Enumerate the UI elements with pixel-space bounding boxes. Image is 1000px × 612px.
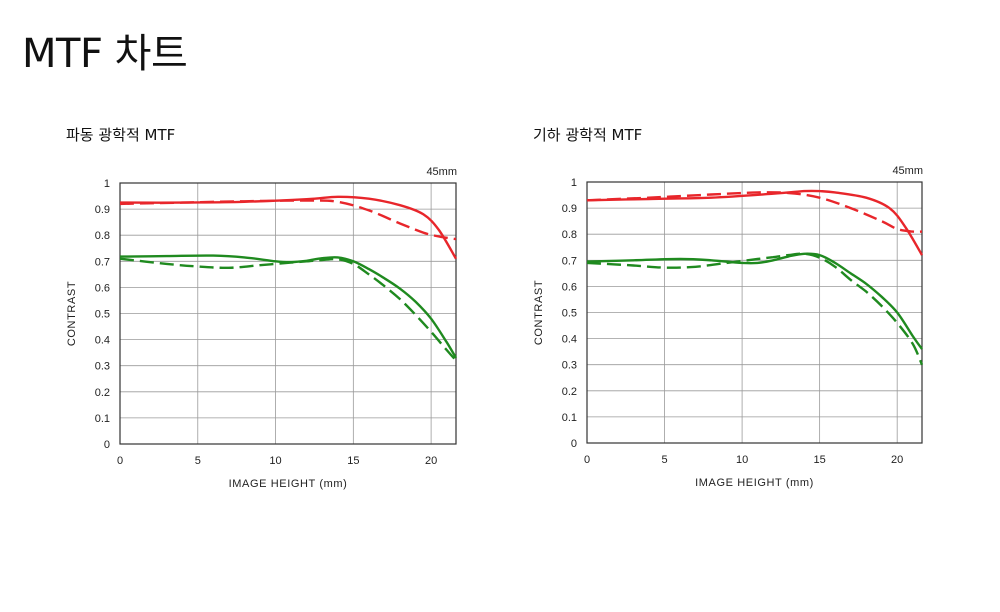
x-tick-label: 10 — [736, 454, 748, 466]
y-tick-label: 0.1 — [562, 412, 577, 424]
y-tick-label: 0.5 — [562, 308, 577, 320]
plot-frame — [586, 181, 923, 444]
series-line-red-dashed — [119, 199, 457, 241]
y-tick-label: 0 — [104, 439, 110, 451]
series-line-green-solid — [586, 252, 923, 350]
y-tick-label: 0.3 — [562, 360, 577, 372]
plot-frame — [119, 182, 457, 445]
page-title: MTF 차트 — [22, 31, 188, 77]
x-tick-label: 20 — [891, 454, 903, 466]
y-tick-label: 0.4 — [95, 335, 110, 347]
y-tick-label: 0.1 — [95, 413, 110, 425]
x-tick-label: 20 — [425, 455, 437, 467]
x-tick-label: 0 — [117, 455, 123, 467]
x-axis-label: IMAGE HEIGHT (mm) — [229, 478, 348, 490]
series-line-red-dashed — [586, 191, 923, 233]
focal-length-label: 45mm — [426, 166, 457, 178]
chart-title: 기하 광학적 MTF — [533, 126, 643, 144]
y-tick-label: 0.5 — [95, 309, 110, 321]
mtf-chart-geometric-optics: 00.10.20.30.40.50.60.70.80.910 5 10 15 20IMA… — [533, 165, 924, 489]
y-tick-label: 0.9 — [562, 203, 577, 215]
y-tick-label: 0.6 — [95, 282, 110, 294]
x-tick-label: 5 — [661, 454, 667, 466]
series-line-red-solid — [119, 195, 458, 260]
y-tick-label: 0.2 — [95, 387, 110, 399]
mtf-chart-wave-optics: 00.10.20.30.40.50.60.70.80.910 5 10 15 20IMA… — [66, 166, 458, 490]
series-line-green-solid — [119, 254, 458, 359]
x-tick-label: 5 — [195, 455, 201, 467]
y-axis-label: CONTRAST — [533, 280, 545, 345]
series-line-green-dashed — [119, 257, 457, 362]
chart-panel-wave-optics: 파동 광학적 MTF 0 0.1 0.2 0.3 0.4 0.5 0.6 0.7 0.8 0.9 1… — [0, 0, 480, 612]
y-axis-label: CONTRAST — [66, 281, 78, 346]
y-tick-label: 0.6 — [562, 281, 577, 293]
y-tick-label: 0.7 — [562, 255, 577, 267]
y-tick-label: 0.7 — [95, 256, 110, 268]
y-tick-label: 0.9 — [95, 204, 110, 216]
series-line-green-dashed — [586, 252, 924, 366]
y-tick-label: 0.4 — [562, 334, 577, 346]
x-axis-label: IMAGE HEIGHT (mm) — [695, 477, 814, 489]
x-tick-label: 10 — [269, 455, 281, 467]
x-tick-label: 15 — [814, 454, 826, 466]
y-tick-label: 1 — [571, 177, 577, 189]
x-tick-label: 15 — [347, 455, 359, 467]
focal-length-label: 45mm — [892, 165, 923, 177]
x-tick-label: 0 — [584, 454, 590, 466]
y-tick-label: 1 — [104, 178, 110, 190]
y-tick-label: 0.3 — [95, 361, 110, 373]
y-tick-label: 0.2 — [562, 386, 577, 398]
series-line-red-solid — [586, 189, 924, 256]
chart-panel-geometric-optics: 기하 광학적 MTF 0 0.1 0.2 0.3 0.4 0.5 0.6 0.7 0.8 0.9 1… — [467, 0, 947, 612]
chart-title: 파동 광학적 MTF — [66, 126, 176, 144]
y-tick-label: 0.8 — [562, 229, 577, 241]
y-tick-label: 0.8 — [95, 230, 110, 242]
y-tick-label: 0 — [571, 438, 577, 450]
